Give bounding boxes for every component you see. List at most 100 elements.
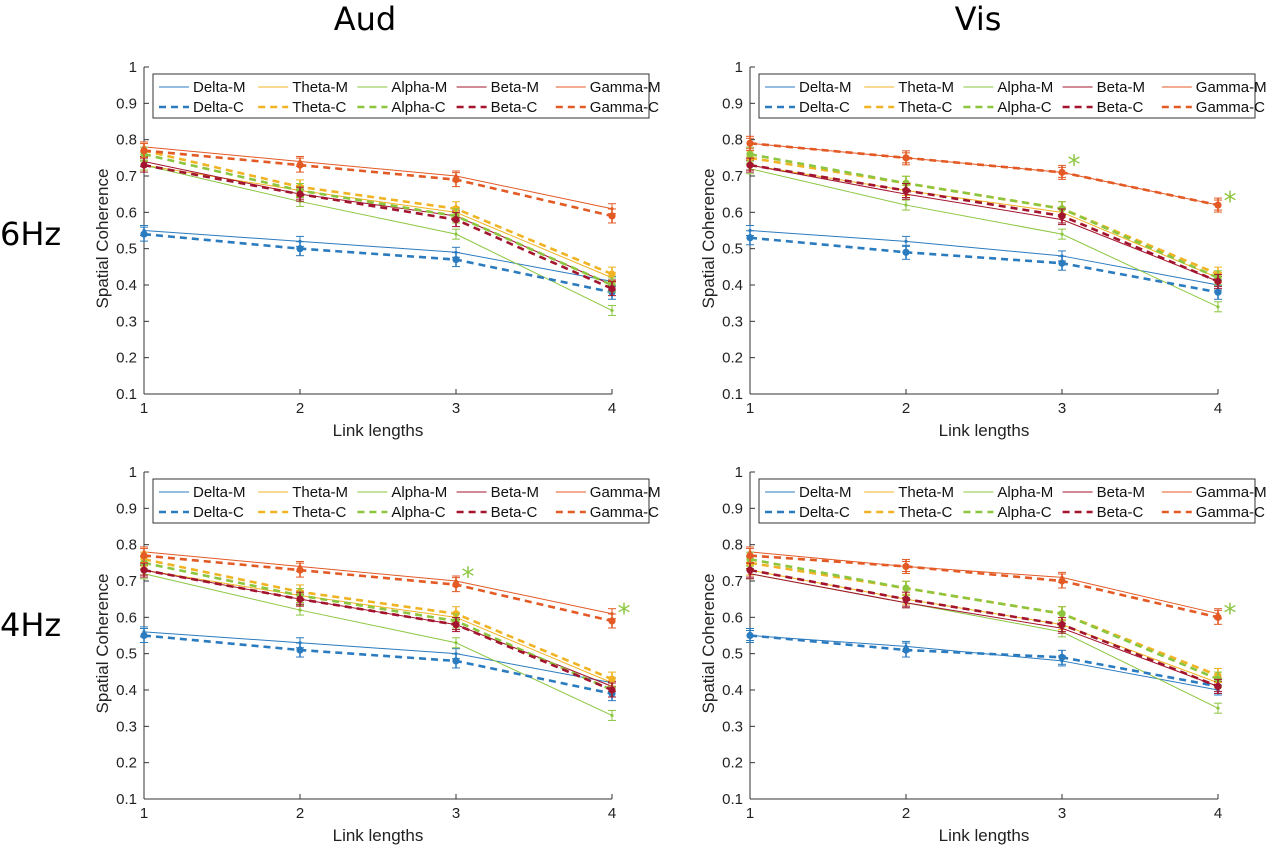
y-tick-label: 0.6 [116,204,137,221]
chart-aud-6hz: 0.1 0.2 0.3 0.4 0.5 0.6 0.7 0.8 0.9 1 1 2 3 4 Link len… [93,59,661,440]
legend: Delta-M Theta-M Alpha-M Beta-M Gamma-M Delta-… [758,478,1267,524]
significance-marker: * [618,599,631,629]
data-point [1058,212,1066,220]
data-point [1214,682,1222,690]
y-tick-label: 0.5 [116,241,137,258]
column-title-aud: Aud [333,0,397,38]
series-line-gamma-c [143,554,613,623]
x-tick-label: 2 [296,400,304,417]
data-point [1214,288,1222,296]
data-point [746,139,754,147]
x-tick-label: 1 [746,805,754,822]
series-line-gamma-c [749,554,1219,619]
data-point [1214,277,1222,285]
data-point [746,234,754,242]
data-point [1216,706,1220,710]
y-tick-label: 0.9 [722,500,743,517]
series-line-delta-c [749,236,1219,294]
data-point [902,562,910,571]
data-point [904,203,908,207]
data-point [904,239,908,243]
data-point [140,566,148,574]
legend-label-alpha-m: Alpha-M [391,484,447,501]
legend-label-alpha-m: Alpha-M [997,484,1053,501]
y-tick-label: 1 [735,464,743,481]
y-tick-label: 0.1 [722,791,743,808]
x-tick-label: 2 [902,400,910,417]
legend-label-delta-c: Delta-C [799,504,850,521]
y-tick-label: 0.6 [116,609,137,626]
series-line-alpha-m [749,168,1219,308]
series-beta-c [746,157,1222,289]
legend-label-alpha-c: Alpha-C [997,504,1051,521]
legend-label-gamma-m: Gamma-M [590,79,661,96]
legend-label-beta-c: Beta-C [491,504,538,521]
data-point [1058,610,1066,618]
y-tick-label: 0.2 [116,350,137,367]
legend-label-theta-m: Theta-M [292,79,348,96]
chart-vis-6hz: 0.1 0.2 0.3 0.4 0.5 0.6 0.7 0.8 0.9 1 1 2 3 4 Link len… [699,59,1267,440]
series-line-gamma-m [143,551,613,615]
legend-label-delta-m: Delta-M [193,484,246,501]
data-point [296,566,304,574]
series-line-alpha-m [143,573,613,716]
y-tick-label: 0.9 [116,500,137,517]
series-gamma-c [746,548,1222,625]
row-title-6hz: 6Hz [0,215,62,253]
chart-vis-4hz: 0.1 0.2 0.3 0.4 0.5 0.6 0.7 0.8 0.9 1 1 2 3 4 Link len… [699,464,1267,845]
y-tick-label: 0.7 [116,573,137,590]
legend-label-delta-m: Delta-M [799,484,852,501]
data-point [140,161,148,169]
y-axis-label: Spatial Coherence [93,169,112,309]
y-tick-label: 0.6 [722,204,743,221]
y-tick-label: 0.3 [722,313,743,330]
y-tick-label: 0.7 [722,168,743,185]
legend-label-beta-c: Beta-C [491,99,538,116]
x-tick-label: 4 [608,400,616,417]
series-line-delta-c [143,232,613,294]
legend-label-beta-m: Beta-M [1097,484,1145,501]
series-line-gamma-c [143,149,613,218]
legend-label-beta-m: Beta-M [1097,79,1145,96]
plot-area [750,472,1218,799]
x-tick-label: 3 [1058,805,1066,822]
data-point [608,686,616,694]
series-beta-c [140,157,616,297]
y-tick-label: 0.1 [722,386,743,403]
x-tick-label: 4 [1214,400,1222,417]
data-point [902,248,910,256]
legend-box [758,73,1256,119]
series-line-gamma-c [749,142,1219,207]
series-line-theta-c [143,557,613,681]
legend-label-theta-m: Theta-M [292,484,348,501]
series-line-beta-c [143,568,613,692]
y-tick-label: 0.5 [116,646,137,663]
series-line-beta-m [143,160,613,286]
data-point [1058,259,1066,267]
legend-label-delta-c: Delta-C [799,99,850,116]
series-line-alpha-m [143,164,613,311]
data-point [746,551,754,560]
y-tick-label: 0.8 [722,537,743,554]
y-tick-label: 0.2 [722,350,743,367]
series-line-delta-m [143,631,613,684]
data-point [140,631,148,640]
data-point [902,646,910,654]
y-tick-label: 0.7 [116,168,137,185]
data-point [140,146,148,155]
y-tick-label: 0.5 [722,241,743,258]
series-line-theta-m [749,164,1219,279]
significance-marker: * [1068,150,1081,180]
data-point [610,308,614,313]
data-point [1214,201,1222,209]
data-point [296,245,304,253]
data-point [296,190,304,198]
data-point [454,232,458,236]
y-axis-label: Spatial Coherence [699,169,718,309]
plot-area [144,472,612,799]
legend-label-alpha-m: Alpha-M [997,79,1053,96]
data-point [1058,577,1066,585]
series-line-beta-c [749,568,1219,688]
x-tick-label: 4 [1214,805,1222,822]
legend-label-theta-c: Theta-C [292,99,346,116]
